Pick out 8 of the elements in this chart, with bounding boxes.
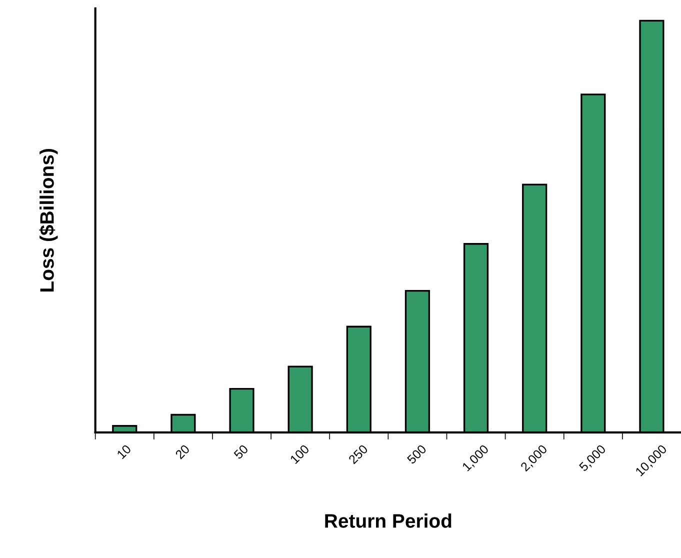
x-tick-label: 100: [290, 444, 310, 464]
x-tick-label: 250: [348, 444, 368, 464]
x-axis-title: Return Period: [325, 514, 452, 528]
y-axis-title: Loss ($Billions): [39, 148, 58, 292]
x-tick-label: 10: [116, 444, 132, 460]
x-tick-label: 20: [174, 444, 190, 460]
x-tick-label: 500: [406, 444, 427, 464]
x-tick-label: 50: [233, 444, 249, 460]
